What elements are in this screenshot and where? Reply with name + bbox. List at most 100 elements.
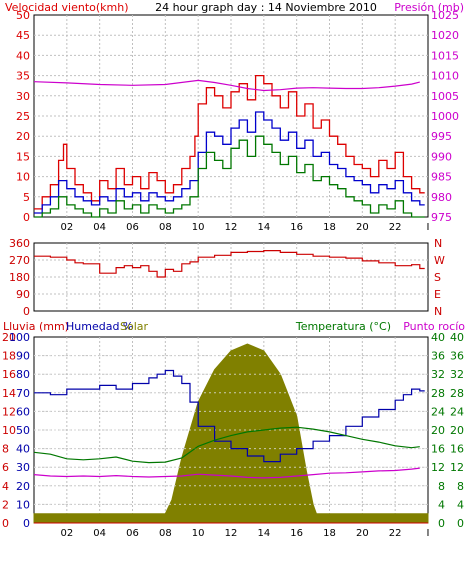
- x-tick-label: 04: [93, 528, 106, 539]
- temperature-y-tick-label: 28: [431, 387, 445, 400]
- x-tick-label: 20: [356, 528, 369, 539]
- direction-y-tick-label: 270: [9, 254, 30, 267]
- temperature-y-tick-label: 32: [431, 368, 445, 381]
- pressure-line: [33, 79, 420, 92]
- dewpoint-label: Punto rocío: [403, 320, 465, 333]
- dewpoint-y-tick-label: 4: [457, 498, 464, 511]
- rain-y-tick-label: 12: [2, 405, 16, 418]
- dewpoint-y-tick-label: 16: [450, 443, 464, 456]
- x-tick-label: 02: [60, 528, 73, 539]
- humidity-y-tick-label: 100: [9, 331, 30, 344]
- x-tick-label: 10: [192, 222, 205, 233]
- x-tick-label: 22: [389, 528, 402, 539]
- wind-speed-label: Velocidad viento(kmh): [5, 1, 129, 14]
- pressure-y-tick-label: 975: [431, 211, 452, 224]
- dewpoint-y-tick-label: 24: [450, 405, 464, 418]
- x-tick-label: 18: [323, 528, 336, 539]
- wind-average-line: [34, 111, 425, 214]
- humidity-y-tick-label: 30: [16, 461, 30, 474]
- rain-y-tick-label: 20: [2, 331, 16, 344]
- compass-label: S: [434, 271, 441, 284]
- humidity-y-tick-label: 60: [16, 405, 30, 418]
- rain-y-tick-label: 8: [2, 443, 9, 456]
- humidity-y-tick-label: 0: [23, 517, 30, 530]
- temperature-y-tick-label: 4: [438, 498, 445, 511]
- pressure-y-tick-label: 1020: [431, 29, 459, 42]
- humidity-temperature-panel: 0246810121416182001020304050607080901000…: [2, 331, 464, 539]
- pressure-y-tick-label: 990: [431, 150, 452, 163]
- wind-gust-line: [34, 74, 425, 210]
- pressure-y-tick-label: 1010: [431, 70, 459, 83]
- compass-label: N: [434, 237, 442, 250]
- temperature-y-tick-label: 36: [431, 350, 445, 363]
- temperature-y-tick-label: 8: [438, 480, 445, 493]
- compass-label: E: [434, 288, 441, 301]
- solar-area: [33, 343, 429, 524]
- wind-y-tick-label: 0: [23, 211, 30, 224]
- x-tick-label: 22: [389, 222, 402, 233]
- compass-label: W: [434, 254, 445, 267]
- wind-minimum-line: [34, 135, 425, 218]
- temperature-label: Temperatura (°C): [295, 320, 391, 333]
- dewpoint-y-tick-label: 40: [450, 331, 464, 344]
- x-tick-label: 08: [159, 222, 172, 233]
- x-tick-label: 06: [126, 528, 139, 539]
- pressure-y-tick-label: 1015: [431, 49, 459, 62]
- wind-y-tick-label: 5: [23, 191, 30, 204]
- humidity-y-tick-label: 10: [16, 498, 30, 511]
- wind-y-tick-label: 45: [16, 29, 30, 42]
- dewpoint-y-tick-label: 36: [450, 350, 464, 363]
- temperature-y-tick-label: 40: [431, 331, 445, 344]
- graph-title: 24 hour graph day : 14 Noviembre 2010: [155, 1, 377, 14]
- rain-y-tick-label: 6: [2, 461, 9, 474]
- wind-pressure-panel: 0510152025303540455097598098599099510001…: [16, 9, 459, 233]
- rain-y-tick-label: 2: [2, 498, 9, 511]
- wind-y-tick-label: 25: [16, 110, 30, 123]
- x-tick-label: 20: [356, 222, 369, 233]
- x-tick-label: 14: [257, 222, 270, 233]
- rain-y-tick-label: 18: [2, 350, 16, 363]
- x-tick-label: 02: [60, 222, 73, 233]
- rain-label: Lluvia (mm): [3, 320, 69, 333]
- x-tick-label: I: [427, 528, 430, 539]
- direction-y-tick-label: 360: [9, 237, 30, 250]
- x-tick-label: 06: [126, 222, 139, 233]
- dewpoint-y-tick-label: 28: [450, 387, 464, 400]
- dewpoint-y-tick-label: 0: [457, 517, 464, 530]
- dewpoint-y-tick-label: 8: [457, 480, 464, 493]
- dewpoint-y-tick-label: 32: [450, 368, 464, 381]
- pressure-label: Presión (mb): [394, 1, 464, 14]
- x-tick-label: 12: [225, 528, 238, 539]
- x-tick-label: 10: [192, 528, 205, 539]
- dewpoint-y-tick-label: 12: [450, 461, 464, 474]
- x-tick-label: 18: [323, 222, 336, 233]
- pressure-y-tick-label: 1000: [431, 110, 459, 123]
- wind-y-tick-label: 15: [16, 150, 30, 163]
- rain-y-tick-label: 4: [2, 480, 9, 493]
- compass-label: N: [434, 305, 442, 318]
- x-tick-label: 14: [257, 528, 270, 539]
- humidity-line: [34, 369, 425, 463]
- temperature-y-tick-label: 0: [438, 517, 445, 530]
- dewpoint-y-tick-label: 20: [450, 424, 464, 437]
- pressure-y-tick-label: 1025: [431, 9, 459, 22]
- direction-y-tick-label: 0: [23, 305, 30, 318]
- x-tick-label: 08: [159, 528, 172, 539]
- pressure-y-tick-label: 995: [431, 130, 452, 143]
- humidity-y-tick-label: 20: [16, 480, 30, 493]
- temperature-line: [33, 426, 420, 464]
- x-tick-label: 12: [225, 222, 238, 233]
- wind-y-tick-label: 30: [16, 90, 30, 103]
- wind-y-tick-label: 50: [16, 9, 30, 22]
- humidity-y-tick-label: 40: [16, 443, 30, 456]
- rain-y-tick-label: 0: [2, 517, 9, 530]
- temperature-y-tick-label: 24: [431, 405, 445, 418]
- humidity-y-tick-label: 50: [16, 424, 30, 437]
- direction-y-tick-label: 180: [9, 271, 30, 284]
- wind-direction-line: [34, 250, 425, 278]
- temperature-y-tick-label: 12: [431, 461, 445, 474]
- solar-label: Solar: [120, 320, 149, 333]
